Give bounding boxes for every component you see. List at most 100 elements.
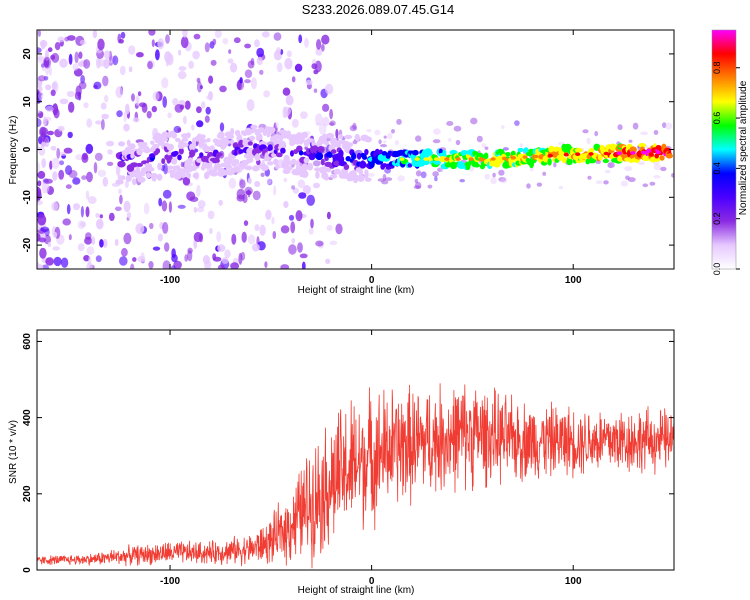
spectral-noise-blob (202, 255, 210, 265)
spectral-ridge-blob (307, 164, 313, 171)
spectral-noise-blob (95, 255, 102, 263)
snr-panel: -100 0 100 0 200 400 600 Height of straight l… (8, 329, 675, 596)
spectral-noise-blob (151, 39, 155, 47)
spectral-noise-blob (51, 201, 59, 211)
spectral-noise-blob (196, 184, 201, 197)
spectral-ridge-blob (322, 166, 327, 173)
spectral-noise-blob (178, 66, 187, 71)
spectral-ridge-blob (547, 158, 552, 166)
spectral-noise-blob (95, 213, 100, 218)
spectral-ridge-blob (209, 145, 215, 152)
spectral-noise-blob (83, 102, 89, 109)
spectral-ridge-blob (273, 158, 279, 166)
spectral-noise-blob (296, 63, 301, 71)
spectral-ridge-blob (230, 139, 235, 146)
spectral-noise-blob (259, 224, 266, 236)
spectral-noise-blob (204, 115, 210, 123)
spectral-ridge-blob (146, 172, 152, 179)
spectral-noise-blob (230, 262, 240, 269)
spectral-noise-blob (380, 144, 387, 148)
spectral-noise-blob (519, 143, 524, 148)
spectral-noise-blob (37, 214, 47, 226)
spectral-noise-blob (179, 104, 185, 110)
spectral-noise-blob (37, 232, 41, 242)
spectral-noise-blob (502, 147, 509, 151)
spectral-noise-blob (447, 137, 452, 142)
spectral-noise-blob (120, 31, 126, 39)
spectral-ridge-blob (317, 146, 325, 153)
spectral-noise-blob (298, 34, 303, 44)
figure-title: S233.2026.089.07.45.G14 (302, 2, 455, 17)
x-tick-label: 0 (369, 275, 375, 286)
spectral-ridge-blob (597, 155, 603, 161)
spectral-noise-blob (45, 84, 52, 91)
spectral-noise-blob (58, 169, 65, 180)
spectral-noise-blob (244, 79, 251, 84)
colorbar-frame (711, 29, 737, 270)
spectral-ridge-blob (460, 163, 465, 170)
spectral-noise-blob (162, 260, 171, 269)
spectral-noise-blob (299, 253, 308, 259)
spectral-ridge-blob (247, 141, 253, 146)
spectral-noise-blob (101, 113, 109, 120)
spectral-ridge-blob (173, 150, 179, 156)
spectral-ridge-blob (267, 161, 274, 166)
spectral-noise-blob (671, 173, 674, 178)
spectral-noise-blob (173, 260, 182, 269)
spectral-noise-blob (93, 162, 98, 174)
spectral-ridge-blob (301, 131, 309, 139)
spectral-noise-blob (288, 244, 297, 255)
spectral-noise-blob (490, 177, 497, 185)
spectral-noise-blob (414, 178, 419, 184)
spectral-noise-blob (103, 58, 110, 69)
spectral-noise-blob (85, 143, 94, 154)
spectral-noise-blob (101, 119, 105, 131)
spectral-noise-blob (135, 95, 140, 106)
spectral-ridge-blob (117, 160, 126, 168)
spectral-ridge-blob (442, 149, 447, 156)
spectral-noise-blob (247, 60, 255, 69)
spectral-noise-blob (247, 177, 252, 184)
spectral-noise-blob (271, 216, 275, 225)
spectral-ridge-blob (175, 137, 181, 142)
spectral-peak-blob (444, 157, 450, 161)
spectral-noise-blob (312, 160, 321, 167)
spectral-noise-blob (252, 243, 260, 252)
spectral-noise-blob (267, 178, 273, 186)
spectral-noise-blob (171, 254, 178, 263)
spectral-noise-blob (383, 140, 387, 144)
snr-y-axis-label: SNR (10 * v/v) (8, 420, 19, 484)
spectral-ridge-blob (294, 160, 301, 166)
spectral-noise-blob (315, 113, 323, 125)
spectral-noise-blob (50, 54, 56, 60)
spectral-noise-blob (62, 218, 71, 226)
spectral-noise-blob (437, 167, 443, 173)
spectral-noise-blob (377, 178, 385, 182)
spectral-noise-blob (182, 176, 191, 186)
spectral-ridge-blob (222, 139, 231, 145)
spectral-noise-blob (290, 221, 296, 234)
spectral-noise-blob (102, 176, 109, 187)
spectral-ridge-blob (149, 153, 156, 159)
spectral-ridge-blob (364, 136, 372, 143)
spectral-ridge-blob (344, 134, 353, 140)
spectral-ridge-blob (142, 142, 148, 147)
spectral-noise-blob (163, 163, 168, 175)
spectral-ridge-blob (525, 151, 534, 157)
spectral-noise-blob (291, 76, 296, 83)
spectral-noise-blob (446, 121, 454, 126)
spectral-ridge-blob (347, 142, 354, 147)
spectral-ridge-blob (330, 174, 338, 179)
spectral-peak-blob (501, 156, 507, 161)
spectral-noise-blob (45, 116, 52, 122)
spectral-noise-blob (254, 39, 260, 48)
spectral-peak-blob (575, 152, 581, 156)
spectral-ridge-blob (561, 156, 567, 164)
spectral-ridge-blob (250, 124, 258, 130)
spectral-noise-blob (149, 222, 154, 230)
spectral-noise-blob (586, 137, 591, 145)
spectral-ridge-blob (327, 151, 333, 159)
spectral-noise-blob (295, 210, 303, 222)
spectral-noise-blob (37, 118, 42, 128)
colorbar-tick-label: 0.0 (712, 263, 722, 276)
